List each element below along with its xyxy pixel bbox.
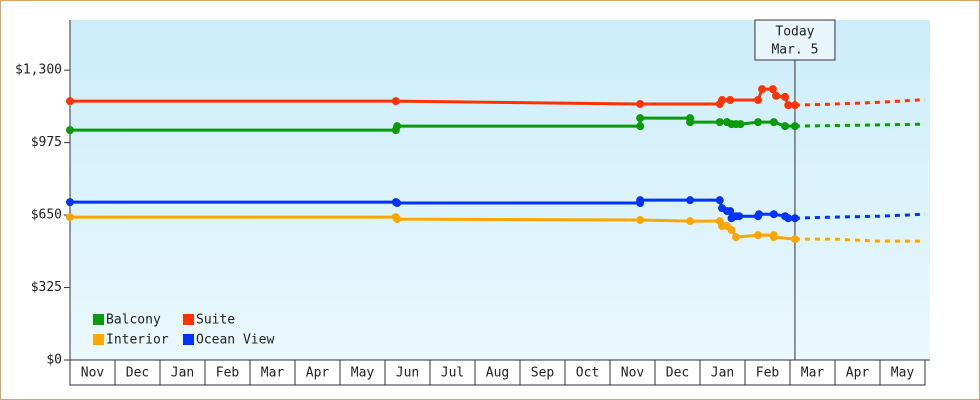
- point: [735, 212, 744, 221]
- point: [393, 122, 402, 131]
- point: [758, 85, 767, 94]
- x-tick-label: Feb: [756, 366, 780, 381]
- point: [726, 96, 735, 105]
- point: [784, 101, 793, 110]
- point: [636, 215, 645, 224]
- x-tick-label: Jan: [711, 366, 734, 381]
- point: [66, 126, 74, 135]
- point: [754, 96, 763, 105]
- x-tick-label: Jun: [396, 366, 419, 381]
- point: [636, 100, 645, 109]
- x-tick-cell: [879, 359, 926, 386]
- point: [66, 97, 74, 106]
- x-tick-cell: [384, 359, 431, 386]
- point: [686, 196, 695, 205]
- point: [393, 199, 402, 208]
- point: [768, 85, 777, 94]
- point: [726, 207, 735, 216]
- x-tick-label: Feb: [216, 366, 240, 381]
- legend-swatch: [93, 334, 104, 345]
- point: [718, 96, 727, 105]
- x-tick-label: May: [351, 366, 375, 381]
- point: [769, 233, 778, 242]
- y-tick-label: $325: [31, 280, 62, 295]
- y-tick-label: $975: [31, 135, 62, 150]
- x-tick-label: Jan: [171, 366, 194, 381]
- point: [790, 122, 799, 131]
- today-box: [754, 19, 836, 61]
- legend-swatch: [93, 314, 104, 325]
- legend-label: Interior: [106, 333, 169, 348]
- plot-area: [70, 20, 930, 360]
- x-tick-label: Sep: [531, 366, 555, 381]
- point: [686, 118, 695, 127]
- y-tick-label: $1,300: [15, 63, 62, 78]
- point: [754, 118, 763, 127]
- y-tick-label: $0: [46, 353, 62, 368]
- point: [736, 120, 745, 129]
- x-tick-label: Nov: [621, 366, 645, 381]
- point: [769, 210, 778, 219]
- point: [781, 92, 790, 101]
- legend-label: Ocean View: [196, 333, 274, 348]
- legend-swatch: [183, 314, 194, 325]
- x-tick-cell: [654, 359, 701, 386]
- point: [790, 214, 799, 223]
- point: [769, 118, 778, 127]
- point: [636, 122, 645, 131]
- point: [391, 97, 400, 106]
- legend-label: Suite: [196, 313, 235, 328]
- x-tick-label: Dec: [666, 366, 689, 381]
- x-tick-cell: [834, 359, 881, 386]
- legend-label: Balcony: [106, 313, 161, 328]
- x-tick-label: Dec: [126, 366, 149, 381]
- x-tick-cell: [699, 359, 746, 386]
- point: [636, 114, 645, 123]
- x-tick-cell: [564, 359, 611, 386]
- x-tick-label: Apr: [846, 366, 870, 381]
- forecast-line: [794, 98, 926, 107]
- x-tick-label: Oct: [576, 366, 599, 381]
- y-tick-label: $650: [31, 208, 62, 223]
- x-tick-label: Nov: [81, 366, 105, 381]
- point: [784, 214, 793, 223]
- today-label: Today: [775, 25, 814, 40]
- point: [66, 213, 74, 222]
- point: [636, 196, 645, 205]
- forecast-line: [794, 212, 926, 220]
- x-tick-label: Mar: [261, 366, 285, 381]
- x-tick-label: Mar: [801, 366, 825, 381]
- x-tick-cell: [789, 359, 836, 386]
- x-tick-label: Apr: [306, 366, 330, 381]
- point: [715, 196, 724, 205]
- point: [66, 198, 74, 207]
- x-tick-label: May: [891, 366, 915, 381]
- point: [686, 217, 695, 226]
- forecast-line: [794, 122, 926, 128]
- point: [790, 235, 799, 244]
- point: [772, 91, 781, 100]
- point: [727, 226, 736, 235]
- x-tick-label: Jul: [441, 366, 464, 381]
- point: [393, 215, 402, 224]
- point: [754, 210, 763, 219]
- x-tick-label: Aug: [486, 366, 509, 381]
- forecast-line: [794, 237, 925, 243]
- legend-swatch: [183, 334, 194, 345]
- point: [732, 233, 740, 242]
- point: [754, 231, 763, 240]
- point: [781, 122, 790, 131]
- point: [790, 101, 799, 110]
- today-label: Mar. 5: [771, 43, 818, 58]
- point: [715, 118, 724, 127]
